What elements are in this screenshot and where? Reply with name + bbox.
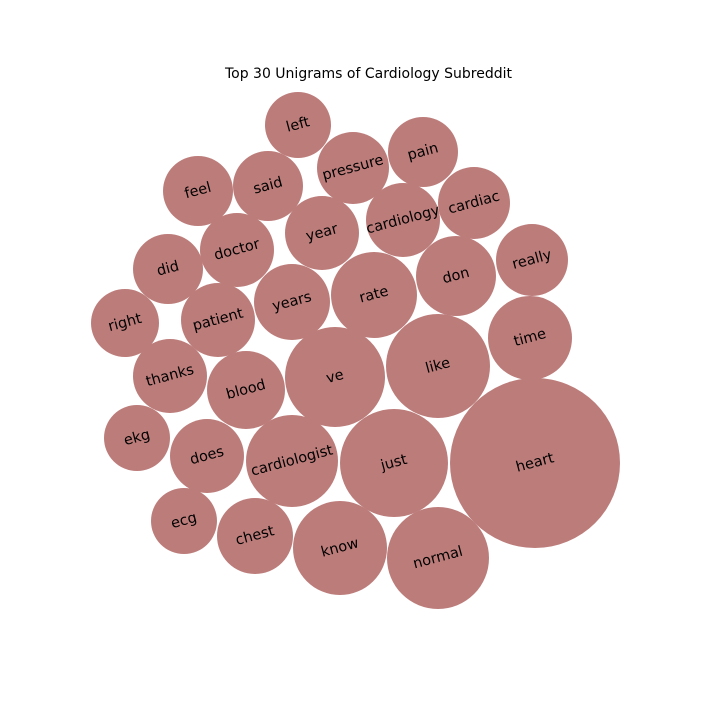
bubble-right: right	[91, 289, 159, 357]
bubble-circle-did	[133, 234, 203, 304]
bubble-label-pain: pain	[406, 140, 440, 164]
bubble-circle-feel	[163, 156, 233, 226]
bubble-doctor: doctor	[200, 213, 274, 287]
bubble-label-like: like	[424, 355, 452, 377]
bubble-circle-cardiac	[438, 167, 510, 239]
bubble-heart: heart	[450, 378, 620, 548]
bubble-label-rate: rate	[358, 283, 391, 306]
bubble-said: said	[233, 151, 303, 221]
bubble-label-said: said	[252, 174, 285, 197]
bubble-label-did: did	[155, 258, 181, 279]
bubble-circle-thanks	[133, 339, 207, 413]
bubble-did: did	[133, 234, 203, 304]
bubble-circle-cardiologist	[246, 415, 338, 507]
bubble-circle-don	[416, 236, 496, 316]
bubble-circle-cardiology	[366, 183, 440, 257]
bubble-years: years	[254, 264, 330, 340]
bubble-cardiology: cardiology	[365, 183, 442, 257]
bubble-circle-heart	[450, 378, 620, 548]
bubble-circle-like	[386, 314, 490, 418]
bubble-label-ve: ve	[324, 367, 345, 387]
bubble-label-don: don	[441, 265, 471, 288]
bubble-circle-year	[285, 196, 359, 270]
chart-title: Top 30 Unigrams of Cardiology Subreddit	[224, 66, 513, 82]
bubble-label-just: just	[378, 452, 409, 475]
bubble-ecg: ecg	[151, 488, 217, 554]
bubble-circle-doctor	[200, 213, 274, 287]
bubble-circle-patient	[181, 283, 255, 357]
bubble-cardiac: cardiac	[438, 167, 510, 239]
bubble-don: don	[416, 236, 496, 316]
bubble-feel: feel	[163, 156, 233, 226]
bubble-patient: patient	[181, 283, 255, 357]
bubble-just: just	[340, 409, 448, 517]
bubble-label-ecg: ecg	[169, 510, 198, 532]
bubble-circle-left	[265, 92, 331, 158]
bubble-label-ekg: ekg	[122, 427, 152, 449]
bubble-year: year	[285, 196, 359, 270]
bubble-know: know	[293, 501, 387, 595]
bubble-like: like	[386, 314, 490, 418]
bubble-blood: blood	[207, 351, 285, 429]
bubble-normal: normal	[387, 507, 489, 609]
bubble-thanks: thanks	[133, 339, 207, 413]
bubble-circle-pressure	[317, 132, 389, 204]
bubble-circle-ve	[285, 327, 385, 427]
bubble-ekg: ekg	[104, 405, 170, 471]
bubble-does: does	[170, 419, 244, 493]
bubble-chest: chest	[217, 498, 293, 574]
bubble-circle-normal	[387, 507, 489, 609]
bubble-circle-time	[488, 296, 572, 380]
bubble-circle-years	[254, 264, 330, 340]
bubble-pressure: pressure	[317, 132, 389, 204]
bubble-label-left: left	[285, 114, 312, 136]
bubble-circle-pain	[388, 117, 458, 187]
bubble-pain: pain	[388, 117, 458, 187]
bubble-circle-said	[233, 151, 303, 221]
bubble-circle-right	[91, 289, 159, 357]
bubble-rate: rate	[331, 252, 417, 338]
bubble-cardiologist: cardiologist	[246, 415, 338, 507]
bubble-circle-just	[340, 409, 448, 517]
bubble-left: left	[265, 92, 331, 158]
bubble-circle-really	[496, 224, 568, 296]
bubble-circle-does	[170, 419, 244, 493]
bubble-really: really	[496, 224, 568, 296]
bubble-circle-rate	[331, 252, 417, 338]
bubble-circle-chest	[217, 498, 293, 574]
bubble-time: time	[488, 296, 572, 380]
bubble-circle-know	[293, 501, 387, 595]
bubble-label-feel: feel	[183, 180, 213, 202]
bubble-ve: ve	[285, 327, 385, 427]
bubble-circle-ecg	[151, 488, 217, 554]
bubble-circle-blood	[207, 351, 285, 429]
bubble-circle-ekg	[104, 405, 170, 471]
